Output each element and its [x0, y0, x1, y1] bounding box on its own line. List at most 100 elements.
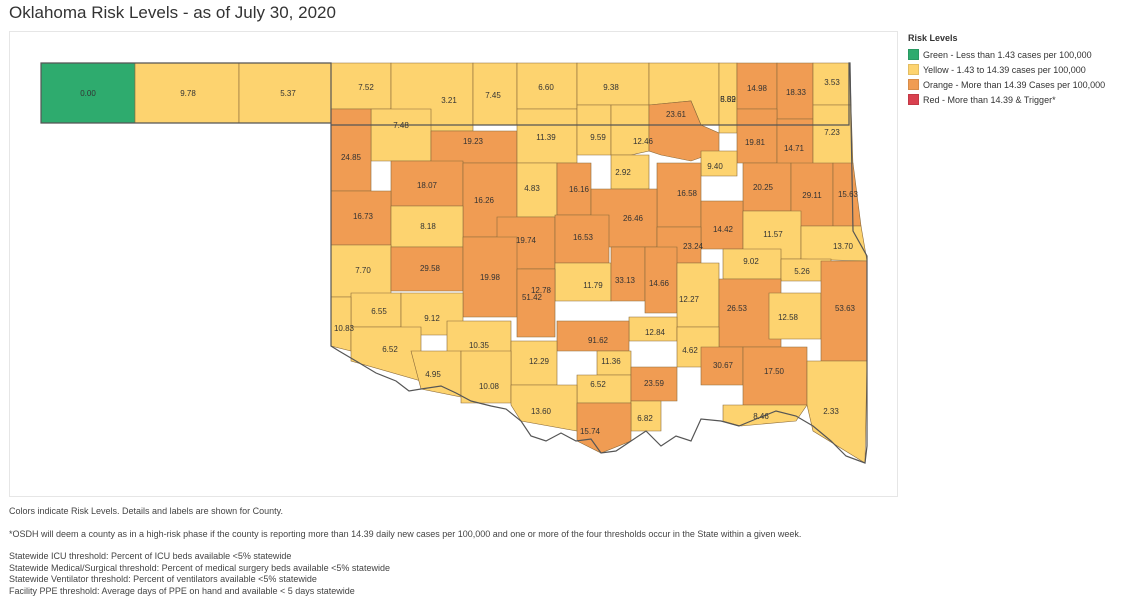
- county-label-0: 0.00: [80, 89, 96, 98]
- county-label-51: 51.42: [522, 293, 543, 302]
- county-label-38: 19.74: [516, 236, 537, 245]
- county-69[interactable]: [460, 350, 512, 404]
- county-label-1: 9.78: [180, 89, 196, 98]
- map-panel: 0.00 9.78 5.37 7.52 3.21 7.45 6.60 9.38 8.82 5.59…: [9, 31, 898, 497]
- county-label-45: 29.58: [420, 264, 441, 273]
- legend-item-orange[interactable]: Orange - More than 14.39 Cases per 100,0…: [908, 77, 1105, 92]
- county-71[interactable]: [630, 366, 678, 402]
- county-76[interactable]: [576, 402, 632, 454]
- county-label-3: 7.52: [358, 83, 374, 92]
- county-22[interactable]: [330, 108, 372, 192]
- note-ventilator-threshold: Statewide Ventilator threshold: Percent …: [9, 574, 317, 584]
- county-label-31: 29.11: [802, 191, 822, 200]
- county-label-21: 7.23: [824, 128, 840, 137]
- legend-label-yellow: Yellow - 1.43 to 14.39 cases per 100,000: [923, 64, 1086, 75]
- county-label-41: 13.70: [833, 242, 854, 251]
- county-label-6: 6.60: [538, 83, 554, 92]
- county-label-62: 10.35: [469, 341, 490, 350]
- state-outline: [40, 62, 868, 464]
- county-label-34: 8.18: [420, 222, 436, 231]
- footnotes: Colors indicate Risk Levels. Details and…: [9, 506, 801, 597]
- county-label-56: 12.58: [778, 313, 799, 322]
- county-label-9: 5.59: [720, 95, 736, 104]
- county-label-70: 6.52: [590, 380, 606, 389]
- county-14[interactable]: [430, 130, 518, 164]
- county-label-18: 23.61: [666, 110, 687, 119]
- county-label-76: 15.74: [580, 427, 601, 436]
- county-label-52: 12.27: [679, 295, 700, 304]
- county-label-22: 24.85: [341, 153, 362, 162]
- note-medsurg-threshold: Statewide Medical/Surgical threshold: Pe…: [9, 562, 390, 573]
- county-label-15: 11.39: [536, 133, 556, 142]
- county-17[interactable]: [610, 104, 650, 156]
- county-label-55: 26.53: [727, 304, 748, 313]
- county-label-67: 17.50: [764, 367, 785, 376]
- county-label-39: 16.53: [573, 233, 594, 242]
- county-label-32: 15.63: [838, 190, 859, 199]
- county-72[interactable]: [806, 360, 868, 464]
- county-label-19: 19.81: [745, 138, 766, 147]
- county-label-2: 5.37: [280, 89, 296, 98]
- county-label-46: 19.98: [480, 273, 501, 282]
- county-label-47: 11.79: [583, 281, 603, 290]
- county-label-16: 9.59: [590, 133, 606, 142]
- legend-label-green: Green - Less than 1.43 cases per 100,000: [923, 49, 1092, 60]
- county-label-36: 14.42: [713, 225, 734, 234]
- legend-swatch-yellow: [908, 64, 919, 75]
- note-osdh: *OSDH will deem a county as in a high-ri…: [9, 528, 802, 539]
- county-label-28: 16.16: [569, 185, 590, 194]
- county-label-60: 91.62: [588, 336, 609, 345]
- oklahoma-county-map: 0.00 9.78 5.37 7.52 3.21 7.45 6.60 9.38 8.825.59…: [40, 62, 868, 464]
- county-label-29: 16.58: [677, 189, 698, 198]
- legend-swatch-green: [908, 49, 919, 60]
- county-label-61: 6.52: [382, 345, 398, 354]
- county-label-57: 53.63: [835, 304, 856, 313]
- county-label-37: 11.57: [763, 230, 783, 239]
- county-label-11: 18.33: [786, 88, 807, 97]
- county-label-13: 7.48: [393, 121, 409, 130]
- legend-swatch-red: [908, 94, 919, 105]
- county-13[interactable]: [370, 108, 432, 162]
- county-73[interactable]: [510, 384, 578, 432]
- county-label-4: 3.21: [441, 96, 457, 105]
- county-label-59: 12.84: [645, 328, 666, 337]
- county-label-10: 14.98: [747, 84, 768, 93]
- note-colors: Colors indicate Risk Levels. Details and…: [9, 506, 283, 516]
- county-label-53: 6.55: [371, 307, 387, 316]
- county-label-27: 4.83: [524, 184, 540, 193]
- county-label-43: 5.26: [794, 267, 810, 276]
- county-label-5: 7.45: [485, 91, 501, 100]
- county-label-69: 10.08: [479, 382, 500, 391]
- county-label-24: 2.92: [615, 168, 631, 177]
- county-label-48: 12.78: [531, 286, 552, 295]
- county-label-20: 14.71: [784, 144, 805, 153]
- county-label-35: 26.46: [623, 214, 644, 223]
- county-label-25: 18.07: [417, 181, 438, 190]
- legend-title: Risk Levels: [908, 33, 958, 43]
- county-label-17: 12.46: [633, 137, 654, 146]
- legend-item-green[interactable]: Green - Less than 1.43 cases per 100,000: [908, 47, 1105, 62]
- county-label-12: 3.53: [824, 78, 840, 87]
- county-label-66: 30.67: [713, 361, 734, 370]
- county-51[interactable]: [516, 268, 556, 338]
- legend-swatch-orange: [908, 79, 919, 90]
- county-label-73: 13.60: [531, 407, 552, 416]
- county-label-50: 14.66: [649, 279, 670, 288]
- county-label-74: 6.82: [637, 414, 653, 423]
- legend-item-red[interactable]: Red - More than 14.39 & Trigger*: [908, 92, 1105, 107]
- county-label-65: 11.36: [601, 357, 621, 366]
- legend-label-orange: Orange - More than 14.39 Cases per 100,0…: [923, 79, 1106, 90]
- county-label-58: 10.83: [334, 324, 355, 333]
- county-label-68: 4.95: [425, 370, 441, 379]
- county-label-42: 9.02: [743, 257, 759, 266]
- legend: Risk Levels Green - Less than 1.43 cases…: [908, 33, 1105, 107]
- county-label-30: 20.25: [753, 183, 774, 192]
- county-label-40: 23.24: [683, 242, 704, 251]
- county-label-64: 12.29: [529, 357, 550, 366]
- county-19[interactable]: [736, 108, 778, 164]
- county-49[interactable]: [610, 246, 646, 302]
- legend-item-yellow[interactable]: Yellow - 1.43 to 14.39 cases per 100,000: [908, 62, 1105, 77]
- page-title: Oklahoma Risk Levels - as of July 30, 20…: [9, 3, 336, 22]
- county-label-71: 23.59: [644, 379, 665, 388]
- county-16[interactable]: [576, 104, 612, 156]
